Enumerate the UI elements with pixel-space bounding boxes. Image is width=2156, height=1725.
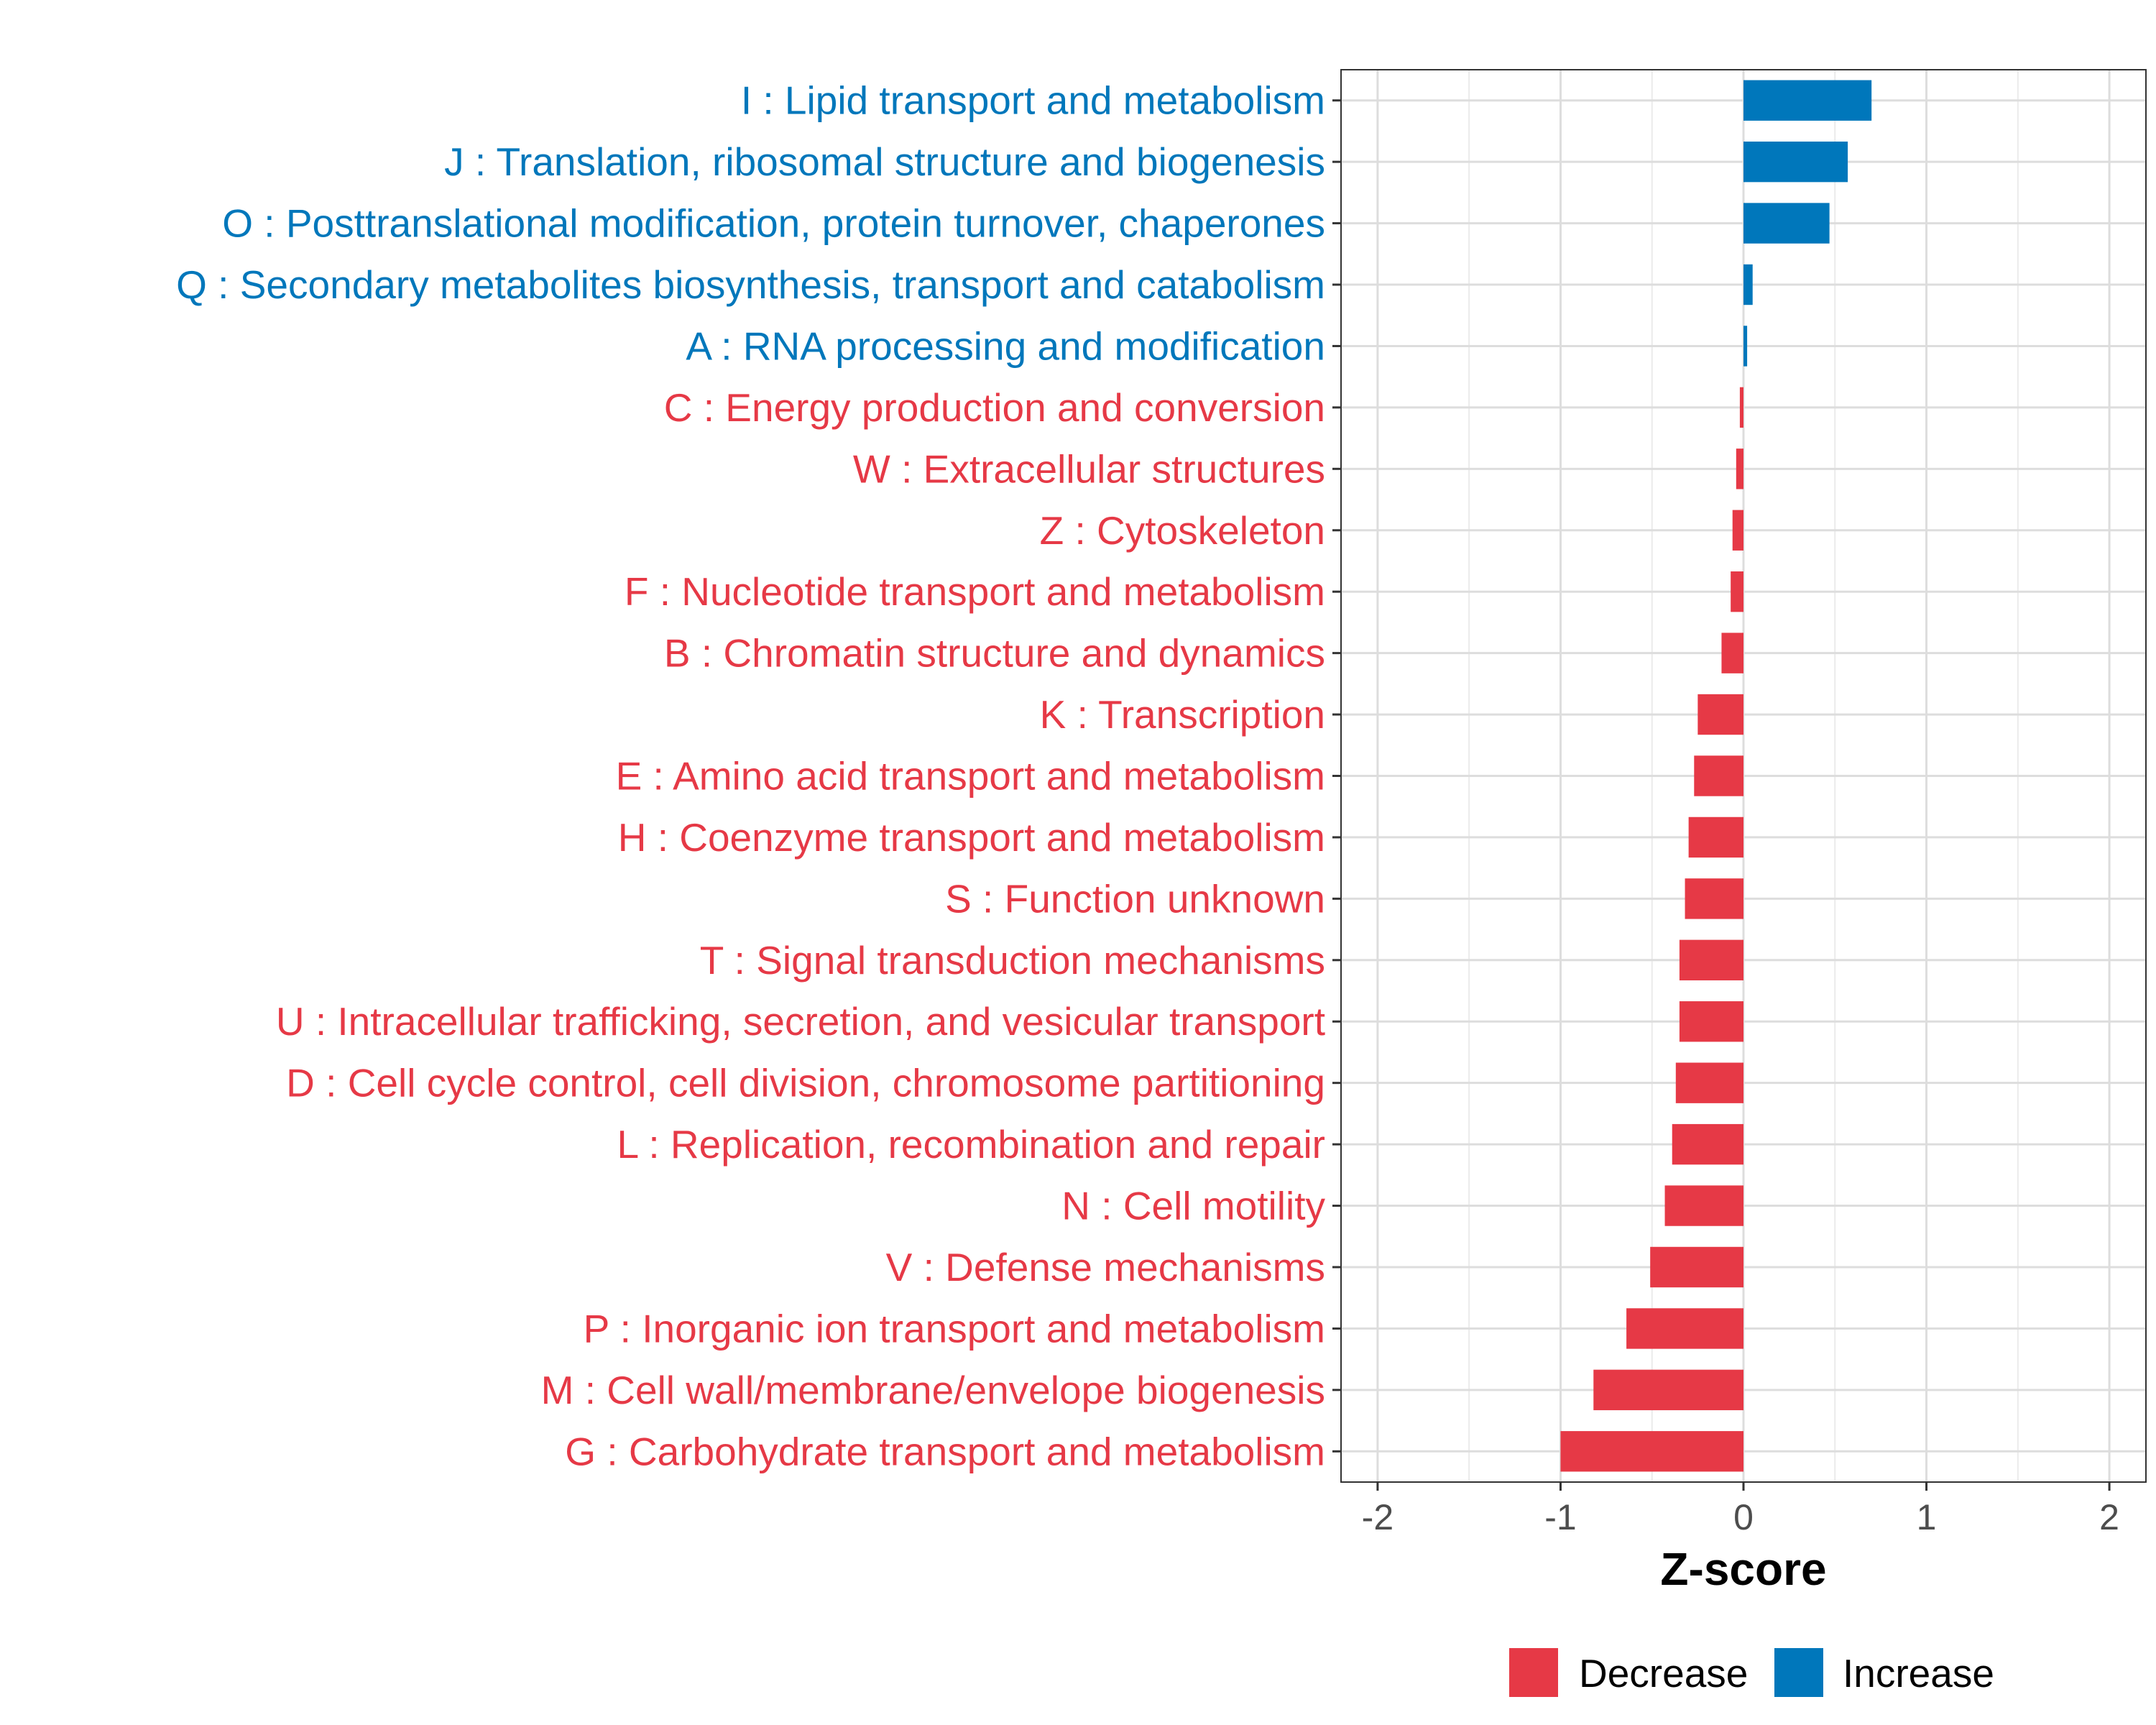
bar	[1664, 1185, 1743, 1226]
category-label: N : Cell motility	[1061, 1184, 1325, 1228]
legend-swatch	[1509, 1648, 1558, 1697]
bar	[1688, 816, 1743, 858]
bar	[1560, 1431, 1743, 1472]
bar	[1675, 1062, 1743, 1103]
bar	[1679, 939, 1743, 980]
bar	[1694, 755, 1743, 796]
category-label: D : Cell cycle control, cell division, c…	[286, 1061, 1325, 1105]
category-label: H : Coenzyme transport and metabolism	[618, 815, 1325, 860]
category-label: L : Replication, recombination and repai…	[617, 1122, 1325, 1167]
category-label: K : Transcription	[1040, 692, 1325, 737]
legend-label: Decrease	[1579, 1651, 1748, 1696]
x-ticks: -2 -1 0 1 2	[1362, 1482, 2119, 1537]
bar	[1721, 632, 1743, 673]
bar	[1743, 141, 1848, 183]
category-label: W : Extracellular structures	[853, 446, 1325, 491]
x-tick-label: -1	[1544, 1497, 1576, 1537]
category-label: B : Chromatin structure and dynamics	[664, 631, 1325, 676]
legend-swatch	[1774, 1648, 1823, 1697]
category-label: E : Amino acid transport and metabolism	[616, 754, 1325, 799]
x-tick-label: 2	[2099, 1497, 2119, 1537]
bar	[1739, 387, 1743, 428]
category-label: O : Posttranslational modification, prot…	[222, 201, 1325, 246]
bar	[1593, 1369, 1743, 1411]
bar	[1731, 571, 1743, 612]
x-tick-label: 0	[1733, 1497, 1754, 1537]
bar	[1650, 1246, 1743, 1288]
category-label: T : Signal transduction mechanisms	[700, 938, 1325, 983]
bar	[1697, 694, 1743, 735]
category-label: J : Translation, ribosomal structure and…	[444, 139, 1325, 184]
legend: Decrease Increase	[1509, 1648, 1994, 1697]
bar	[1743, 203, 1830, 244]
bar	[1626, 1308, 1743, 1349]
bar	[1736, 448, 1743, 489]
bar	[1672, 1123, 1743, 1165]
category-label: S : Function unknown	[945, 876, 1325, 921]
category-label: M : Cell wall/membrane/envelope biogenes…	[541, 1368, 1325, 1412]
bar-layer	[1560, 80, 1872, 1472]
bar	[1679, 1001, 1743, 1042]
category-label: U : Intracellular trafficking, secretion…	[276, 999, 1325, 1044]
x-axis-title: Z-score	[1660, 1543, 1826, 1595]
category-label: G : Carbohydrate transport and metabolis…	[565, 1429, 1325, 1473]
category-labels: I : Lipid transport and metabolism J : Tr…	[176, 78, 1325, 1474]
category-label: V : Defense mechanisms	[886, 1245, 1325, 1289]
category-label: C : Energy production and conversion	[664, 385, 1325, 430]
category-label: F : Nucleotide transport and metabolism	[625, 569, 1325, 614]
legend-label: Increase	[1843, 1651, 1994, 1696]
category-label: Q : Secondary metabolites biosynthesis, …	[176, 262, 1325, 307]
y-ticks	[1332, 99, 1341, 1453]
bar	[1732, 510, 1743, 551]
category-label: I : Lipid transport and metabolism	[741, 78, 1325, 123]
x-tick-label: 1	[1917, 1497, 1937, 1537]
category-label: A : RNA processing and modification	[686, 323, 1325, 368]
x-tick-label: -2	[1362, 1497, 1393, 1537]
bar	[1685, 878, 1743, 919]
category-label: Z : Cytoskeleton	[1040, 508, 1325, 553]
category-label: P : Inorganic ion transport and metaboli…	[584, 1306, 1325, 1351]
bar	[1743, 80, 1872, 121]
bar	[1743, 326, 1748, 367]
bar	[1743, 264, 1753, 305]
